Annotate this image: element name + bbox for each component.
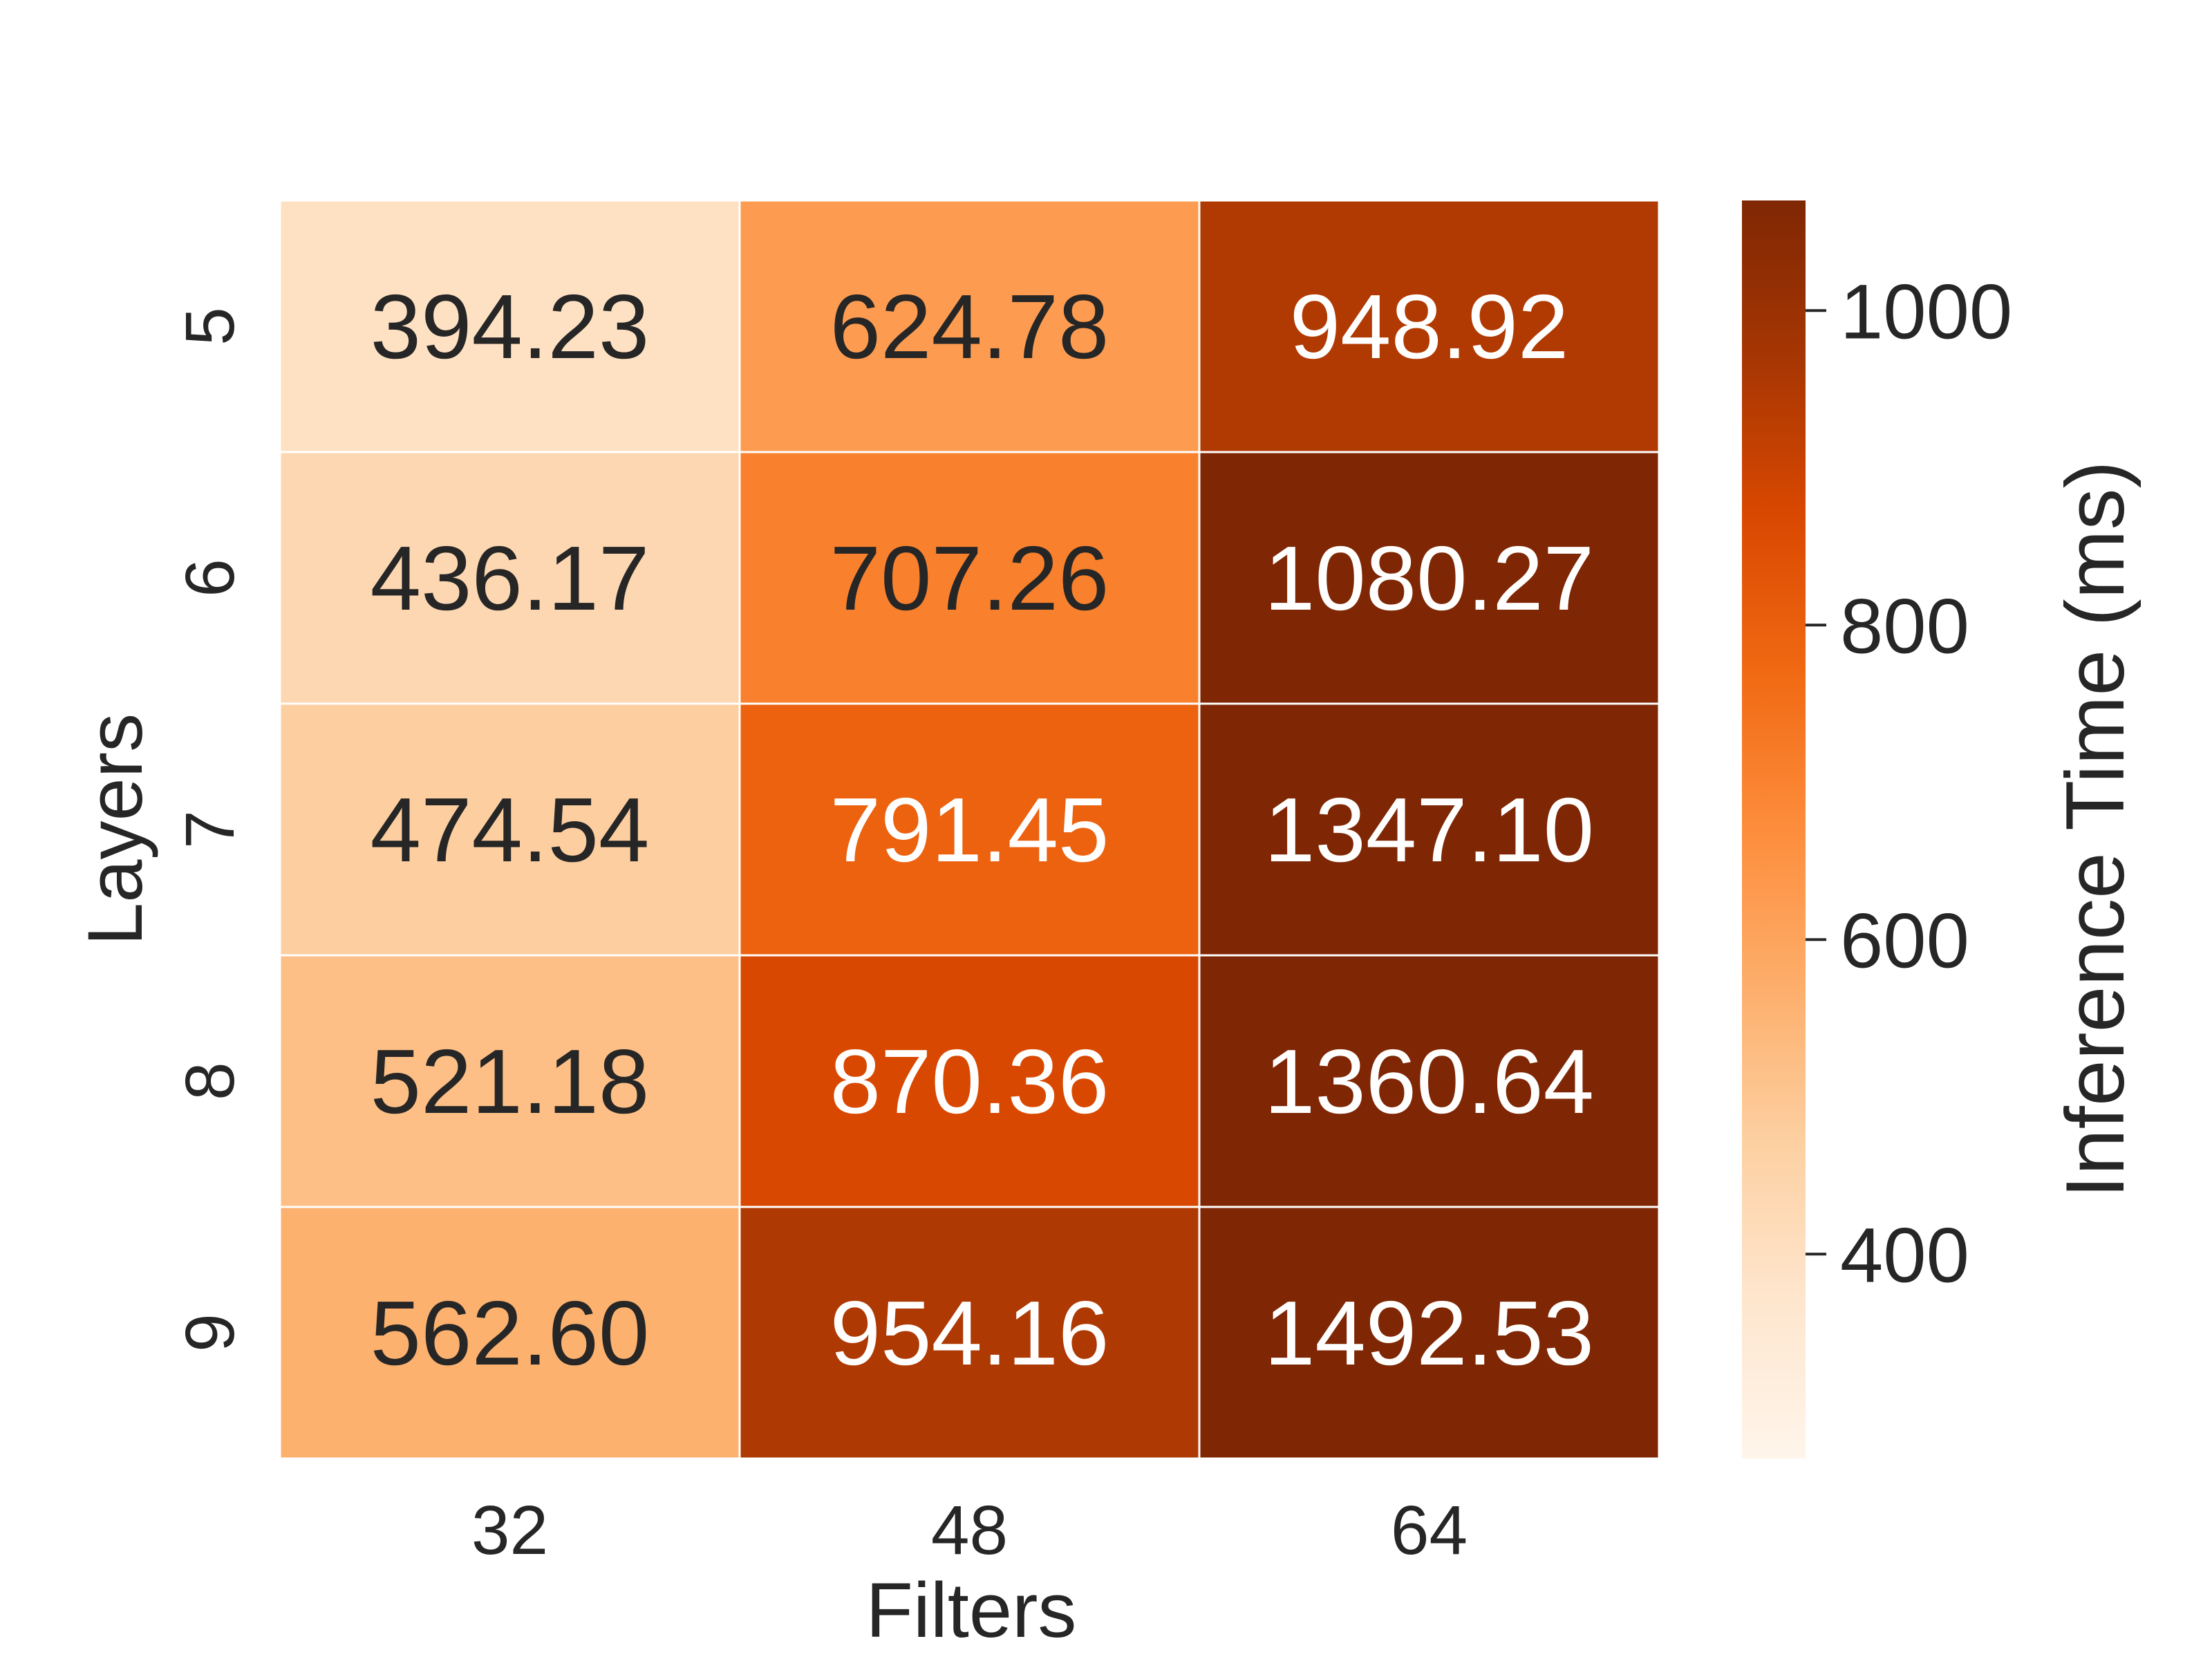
- cell-value-label: 791.45: [830, 779, 1109, 881]
- y-axis-tick-labels: 5 6 7 8 9: [171, 307, 249, 1352]
- cell-value-label: 948.92: [1290, 276, 1569, 377]
- y-tick-label: 6: [171, 559, 249, 597]
- cell-value-label: 870.36: [830, 1031, 1109, 1132]
- heatmap-cell-labels: 394.23 624.78 948.92 436.17 707.26 1080.27 474…: [371, 276, 1594, 1384]
- heatmap-cell: [738, 199, 1201, 453]
- cell-value-label: 1347.10: [1264, 779, 1594, 881]
- cell-value-label: 707.26: [830, 527, 1109, 629]
- heatmap-cell: [279, 954, 741, 1208]
- heatmap-cell: [738, 702, 1201, 957]
- y-axis-title: Layers: [72, 713, 158, 946]
- cell-value-label: 394.23: [371, 276, 650, 377]
- heatmap-cells: [279, 199, 1660, 1460]
- colorbar-tick-label: 600: [1840, 897, 1969, 984]
- cell-value-label: 474.54: [371, 779, 650, 881]
- x-axis-tick-labels: 32 48 64: [471, 1492, 1468, 1569]
- cell-value-label: 954.16: [830, 1282, 1109, 1384]
- y-tick-label: 8: [171, 1062, 249, 1100]
- heatmap-cell: [279, 199, 741, 453]
- cell-value-label: 1080.27: [1264, 527, 1594, 629]
- heatmap-cell: [1198, 1206, 1660, 1460]
- colorbar-ticks: 400 600 800 1000: [1806, 268, 2012, 1298]
- heatmap-cell: [279, 451, 741, 705]
- heatmap-cell: [279, 1206, 741, 1460]
- cell-value-label: 1360.64: [1264, 1031, 1594, 1132]
- colorbar-tick-label: 800: [1840, 583, 1969, 669]
- cell-value-label: 436.17: [371, 527, 650, 629]
- cell-value-label: 624.78: [830, 276, 1109, 377]
- x-axis-title: Filters: [866, 1567, 1077, 1653]
- x-tick-label: 64: [1391, 1492, 1468, 1569]
- colorbar-tick-label: 400: [1840, 1212, 1969, 1298]
- heatmap-cell: [1198, 954, 1660, 1208]
- x-tick-label: 32: [471, 1492, 548, 1569]
- y-tick-label: 9: [171, 1313, 249, 1352]
- y-tick-label: 7: [171, 810, 249, 849]
- x-tick-label: 48: [931, 1492, 1008, 1569]
- heatmap-cell: [738, 451, 1201, 705]
- colorbar: [1742, 200, 1806, 1459]
- heatmap-cell: [738, 1206, 1201, 1460]
- colorbar-tick-label: 1000: [1840, 268, 2012, 355]
- cell-value-label: 1492.53: [1264, 1282, 1594, 1384]
- heatmap-cell: [1198, 199, 1660, 453]
- heatmap-cell: [1198, 451, 1660, 705]
- cell-value-label: 521.18: [371, 1031, 650, 1132]
- y-tick-label: 5: [171, 307, 249, 346]
- colorbar-title: Inference Time (ms): [2049, 461, 2141, 1199]
- heatmap-cell: [279, 702, 741, 957]
- cell-value-label: 562.60: [371, 1282, 650, 1384]
